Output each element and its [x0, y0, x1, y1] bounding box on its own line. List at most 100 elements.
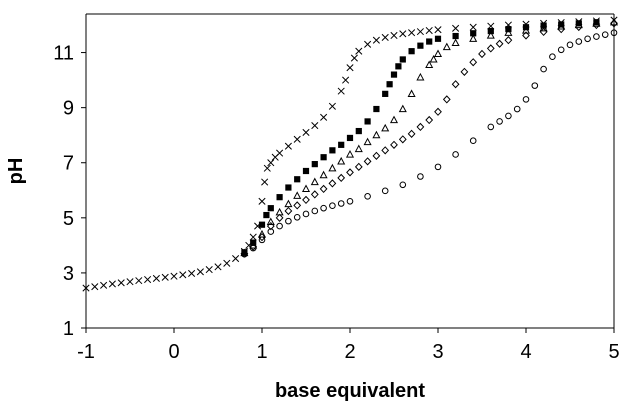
data-point — [478, 49, 486, 59]
data-point — [294, 176, 301, 183]
data-point — [346, 197, 354, 205]
data-point — [452, 151, 459, 158]
y-tick-label: 11 — [53, 43, 74, 65]
data-point — [426, 38, 433, 45]
data-point — [416, 72, 425, 81]
data-point — [399, 181, 407, 189]
series-4-open-diamond — [240, 19, 618, 258]
data-point — [381, 187, 389, 195]
x-tick-label: 3 — [432, 341, 443, 363]
data-point — [342, 76, 350, 84]
data-point — [373, 105, 380, 113]
data-point — [345, 150, 355, 158]
data-point — [372, 151, 381, 160]
data-point — [263, 211, 270, 219]
data-point — [558, 21, 565, 28]
data-point — [452, 24, 460, 32]
data-point — [328, 102, 336, 110]
data-point — [161, 273, 169, 281]
data-point — [258, 197, 266, 205]
data-point — [364, 118, 371, 125]
data-point — [417, 42, 424, 49]
x-tick-label: 0 — [168, 341, 179, 363]
x-tick-label: 2 — [344, 341, 355, 363]
data-point — [442, 95, 451, 104]
data-point — [395, 63, 402, 70]
data-point — [338, 141, 345, 148]
data-point — [302, 210, 310, 218]
data-point — [311, 161, 318, 168]
data-point — [407, 129, 416, 138]
data-point — [601, 31, 609, 38]
data-point — [469, 23, 477, 31]
data-point — [557, 21, 566, 30]
x-tick-label: 1 — [256, 341, 267, 363]
data-point — [434, 163, 442, 171]
data-point — [442, 42, 451, 51]
data-point — [399, 56, 406, 63]
data-point — [486, 31, 495, 39]
data-point — [275, 213, 284, 222]
data-point — [285, 217, 292, 225]
data-point — [354, 144, 363, 153]
data-point — [549, 53, 556, 60]
data-point — [276, 194, 283, 201]
data-point — [505, 112, 512, 120]
x-tick-label: 5 — [608, 341, 619, 363]
data-point — [91, 283, 99, 291]
data-point — [126, 278, 134, 286]
data-point — [416, 28, 424, 36]
data-point — [293, 213, 301, 221]
data-point — [407, 89, 416, 97]
data-point — [496, 118, 503, 125]
data-point — [566, 41, 574, 49]
y-tick-label: 3 — [63, 263, 74, 285]
data-point — [258, 221, 266, 228]
data-point — [522, 96, 530, 103]
data-point — [592, 20, 601, 30]
data-point — [302, 128, 310, 136]
data-point — [381, 146, 390, 155]
data-point — [434, 107, 442, 116]
data-point — [389, 115, 399, 124]
data-point — [311, 207, 319, 215]
data-point — [240, 248, 249, 257]
data-point — [285, 184, 292, 191]
data-point — [434, 35, 442, 42]
data-point — [434, 26, 442, 34]
data-point — [284, 142, 292, 150]
data-point — [399, 30, 407, 38]
data-point — [386, 81, 393, 88]
data-point — [381, 123, 390, 132]
y-tick-label: 9 — [63, 98, 74, 120]
data-point — [487, 123, 495, 131]
data-point — [135, 277, 143, 285]
data-point — [495, 39, 504, 48]
data-point — [310, 190, 319, 199]
x-ticks: -1 0 1 2 3 4 5 — [77, 328, 620, 363]
data-point — [284, 199, 293, 208]
data-point — [350, 54, 358, 62]
x-tick-label: -1 — [77, 341, 95, 363]
data-point — [382, 90, 389, 97]
data-point — [241, 250, 248, 258]
data-point — [584, 35, 591, 43]
data-point — [469, 58, 478, 67]
data-point — [398, 135, 407, 144]
data-point — [328, 179, 337, 188]
data-point — [319, 170, 328, 179]
data-point — [337, 156, 346, 165]
data-point — [363, 157, 372, 166]
data-point — [320, 204, 327, 212]
y-tick-label: 7 — [63, 153, 74, 175]
data-point — [337, 200, 345, 207]
data-point — [504, 36, 513, 45]
data-point — [531, 82, 539, 89]
data-point — [539, 23, 548, 32]
data-point — [311, 121, 319, 130]
data-point — [261, 178, 269, 186]
data-point — [390, 31, 398, 40]
data-point — [355, 47, 363, 55]
